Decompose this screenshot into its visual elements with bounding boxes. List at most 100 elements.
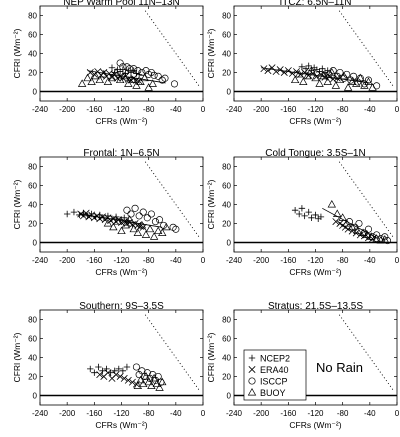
chart-panel-4: -240 -200 -160 -120 -80 -40 0 0 20 40 60 80 Cold Ton…	[206, 148, 400, 277]
triangle-marker	[103, 77, 113, 85]
x-tick-label: -240	[226, 409, 243, 418]
one-to-one-line	[144, 314, 200, 392]
triangle-marker	[339, 71, 349, 80]
triangle-marker	[133, 228, 142, 236]
triangle-marker	[103, 218, 113, 227]
circle-marker	[130, 65, 138, 73]
circle-marker	[161, 74, 169, 82]
triangle-marker	[290, 75, 300, 84]
circle-marker	[355, 219, 363, 228]
y-tick-label: 60	[28, 335, 37, 344]
chart-title: Southern: 9S–3.5S	[79, 301, 164, 312]
y-tick-label: 0	[227, 88, 232, 97]
x-axis-label: CFRs (Wm⁻²)	[289, 267, 341, 277]
circle-marker	[150, 71, 158, 79]
triangle-marker	[158, 377, 167, 386]
triangle-marker	[124, 79, 133, 87]
circle-marker	[116, 59, 124, 67]
x-axis-label: CFRs (Wm⁻²)	[95, 420, 147, 430]
triangle-marker	[338, 213, 347, 221]
triangle-marker	[120, 71, 129, 80]
circle-marker	[139, 208, 147, 216]
chart-title: NEP Warm Pool 11N–13N	[63, 0, 180, 8]
triangle-marker	[315, 79, 324, 87]
circle-marker	[147, 210, 155, 218]
y-tick-label: 80	[28, 163, 37, 172]
y-tick-label: 40	[222, 201, 231, 210]
plus-marker	[119, 367, 127, 374]
triangle-marker	[77, 79, 87, 87]
chart-panel-3: -240 -200 -160 -120 -80 -40 0 0 20 40 60 80 Frontal:…	[12, 148, 206, 277]
triangle-marker	[307, 66, 316, 74]
x-tick-label: -160	[280, 409, 297, 418]
cross-marker	[111, 70, 119, 78]
triangle-marker	[91, 71, 100, 80]
x-tick-label: -200	[253, 409, 270, 418]
cross-marker	[120, 374, 128, 382]
legend-label: NCEP2	[260, 354, 290, 364]
x-tick-label: -200	[59, 409, 76, 418]
triangle-marker	[136, 77, 145, 85]
triangle-marker	[95, 75, 104, 84]
y-axis-label: CFRl (Wm⁻²)	[206, 332, 216, 382]
y-axis-label: CFRl (Wm⁻²)	[206, 28, 216, 78]
y-tick-label: 20	[28, 69, 37, 78]
circle-marker	[377, 235, 385, 243]
x-tick-label: -120	[113, 409, 130, 418]
x-tick-label: -160	[280, 105, 297, 114]
triangle-marker	[311, 73, 320, 82]
y-tick-label: 0	[227, 239, 232, 248]
cross-marker	[293, 68, 300, 76]
x-tick-label: -80	[143, 105, 155, 114]
y-tick-label: 80	[222, 163, 231, 172]
cross-marker	[284, 67, 292, 75]
y-tick-label: 20	[222, 373, 231, 382]
y-tick-label: 60	[222, 335, 231, 344]
one-to-one-line	[338, 10, 394, 88]
circle-marker	[142, 67, 150, 75]
plus-marker	[70, 208, 78, 216]
y-tick-label: 0	[227, 392, 232, 401]
x-tick-label: -200	[253, 256, 270, 265]
triangle-marker	[139, 379, 148, 388]
circle-marker	[154, 72, 162, 80]
x-tick-label: -240	[226, 256, 243, 265]
y-tick-label: 80	[222, 316, 231, 325]
cross-marker	[301, 69, 309, 76]
circle-marker	[333, 72, 341, 80]
triangle-marker	[380, 235, 389, 243]
triangle-marker	[121, 220, 130, 229]
circle-marker	[138, 68, 146, 77]
triangle-marker	[87, 77, 96, 85]
x-tick-label: 0	[395, 256, 400, 265]
cross-marker	[128, 378, 136, 386]
x-tick-label: -80	[143, 256, 155, 265]
one-to-one-line	[338, 161, 394, 239]
x-tick-label: -80	[337, 256, 349, 265]
chart-title: Cold Tongue: 3.5S–1N	[265, 148, 365, 159]
y-tick-label: 40	[28, 201, 37, 210]
plus-marker	[296, 210, 303, 218]
y-tick-label: 40	[28, 354, 37, 363]
x-tick-label: -200	[59, 105, 76, 114]
triangle-marker	[158, 228, 167, 236]
triangle-marker	[343, 83, 353, 91]
y-axis-label: CFRl (Wm⁻²)	[12, 332, 22, 382]
circle-marker	[155, 216, 164, 224]
triangle-marker	[113, 217, 122, 225]
y-tick-label: 0	[33, 88, 38, 97]
triangle-marker	[323, 77, 332, 85]
circle-marker	[381, 233, 389, 241]
plus-marker	[305, 62, 312, 70]
plus-marker	[317, 213, 325, 221]
y-tick-label: 40	[222, 354, 231, 363]
fit-line	[87, 70, 166, 84]
triangle-marker	[148, 79, 157, 87]
circle-marker	[146, 374, 154, 382]
x-tick-label: -80	[143, 409, 155, 418]
y-tick-label: 20	[222, 69, 231, 78]
plus-marker	[108, 64, 116, 71]
y-tick-label: 80	[222, 12, 231, 21]
triangle-marker	[107, 73, 117, 82]
circle-marker	[151, 218, 160, 226]
